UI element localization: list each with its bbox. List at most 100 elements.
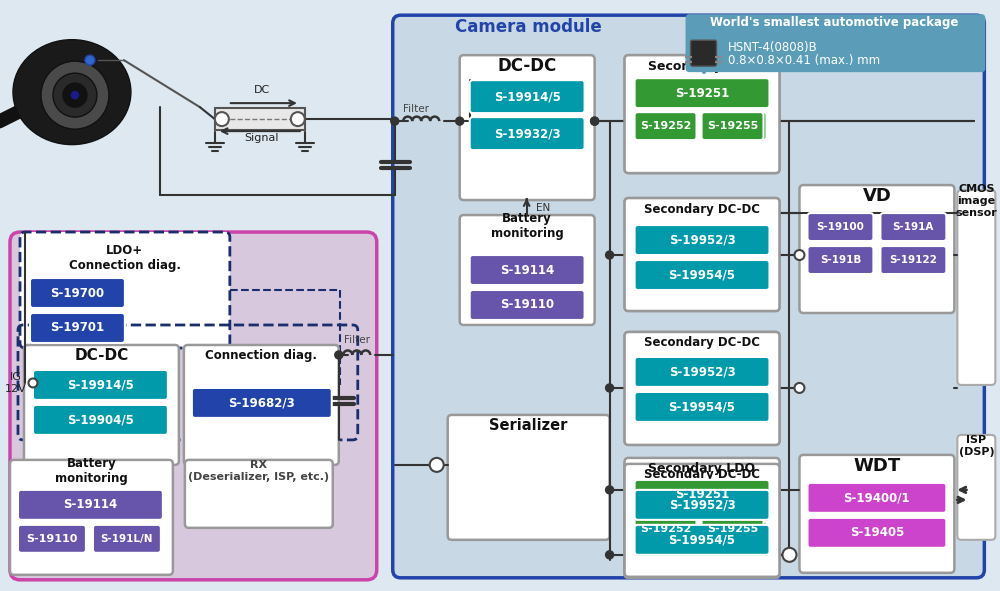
Text: WDT: WDT [853,457,901,475]
Text: S-19400/1: S-19400/1 [844,491,910,504]
FancyBboxPatch shape [470,290,585,320]
Circle shape [53,73,97,117]
Text: Connection diag.: Connection diag. [205,349,317,362]
Text: DC-DC: DC-DC [74,349,129,363]
Text: S-19114: S-19114 [63,498,118,511]
FancyBboxPatch shape [807,213,873,241]
FancyBboxPatch shape [635,260,769,290]
FancyBboxPatch shape [192,388,332,418]
FancyBboxPatch shape [625,332,779,445]
Text: S-19954/5: S-19954/5 [669,268,736,281]
FancyBboxPatch shape [799,455,954,573]
FancyBboxPatch shape [625,460,779,578]
Text: S-19952/3: S-19952/3 [669,233,735,246]
FancyBboxPatch shape [635,112,698,140]
FancyBboxPatch shape [635,492,769,522]
Ellipse shape [13,40,131,145]
Circle shape [794,250,804,260]
Text: S-19954/5: S-19954/5 [669,402,736,415]
Circle shape [794,383,804,393]
Text: S-191A: S-191A [893,222,934,232]
Text: S-19952/3: S-19952/3 [669,368,735,381]
FancyBboxPatch shape [635,78,769,108]
FancyBboxPatch shape [635,527,769,557]
Text: Signal: Signal [245,133,279,143]
Text: S-19682/3: S-19682/3 [228,397,295,410]
Text: S-19251: S-19251 [675,87,729,100]
Text: S-19110: S-19110 [26,534,78,544]
Text: Secondary DC-DC: Secondary DC-DC [644,203,760,216]
FancyBboxPatch shape [625,198,779,311]
Text: S-19252: S-19252 [640,121,691,131]
FancyBboxPatch shape [686,14,985,72]
FancyBboxPatch shape [10,232,377,580]
Text: S-19954/5: S-19954/5 [669,268,736,281]
FancyBboxPatch shape [635,225,769,255]
Text: S-19255: S-19255 [707,524,758,534]
FancyBboxPatch shape [30,278,125,308]
FancyBboxPatch shape [30,313,125,343]
FancyBboxPatch shape [799,185,954,313]
FancyBboxPatch shape [625,332,779,445]
FancyBboxPatch shape [635,483,769,513]
Text: EN: EN [536,203,550,213]
FancyBboxPatch shape [702,112,763,140]
FancyBboxPatch shape [635,394,769,424]
Text: Serializer: Serializer [489,418,568,433]
FancyBboxPatch shape [704,112,766,140]
Text: S-19932/3: S-19932/3 [494,127,560,140]
Text: S-19255: S-19255 [709,121,761,131]
Text: S-19122: S-19122 [889,255,937,265]
FancyBboxPatch shape [184,345,339,465]
Text: S-19251: S-19251 [675,488,729,501]
FancyBboxPatch shape [24,345,179,465]
Text: S-191L/N: S-191L/N [101,534,153,544]
Text: S-19904/5: S-19904/5 [67,414,134,427]
FancyBboxPatch shape [393,15,984,578]
Text: VD: VD [862,187,891,205]
Circle shape [606,486,614,494]
Text: Camera ECU /
Navigation unit /
Display audio unit: Camera ECU / Navigation unit / Display a… [22,236,158,280]
FancyBboxPatch shape [957,190,995,385]
FancyBboxPatch shape [18,525,86,553]
Text: Secondary LDO: Secondary LDO [648,465,756,478]
Text: S-191B: S-191B [820,255,861,265]
Circle shape [63,83,87,107]
Text: S-19255: S-19255 [707,121,758,131]
FancyBboxPatch shape [807,518,946,548]
Text: Secondary LDO: Secondary LDO [648,60,756,73]
Text: RX
(Deserializer, ISP, etc.): RX (Deserializer, ISP, etc.) [188,460,329,482]
FancyBboxPatch shape [625,198,779,311]
Text: DC: DC [254,85,270,95]
FancyBboxPatch shape [635,112,697,140]
Text: HSNT-4(0808)B: HSNT-4(0808)B [728,41,817,54]
Circle shape [591,117,599,125]
FancyBboxPatch shape [625,55,779,173]
Circle shape [28,378,37,388]
FancyBboxPatch shape [807,483,946,513]
Text: S-19100: S-19100 [817,222,864,232]
FancyBboxPatch shape [625,458,779,571]
Text: S-19952/3: S-19952/3 [669,365,735,378]
Text: S-19914/5: S-19914/5 [67,378,134,391]
FancyBboxPatch shape [625,55,779,173]
FancyBboxPatch shape [880,246,946,274]
FancyBboxPatch shape [704,518,766,546]
Text: Secondary DC-DC: Secondary DC-DC [644,203,760,216]
FancyBboxPatch shape [635,515,697,543]
Text: 0.8×0.8×0.41 (max.) mm: 0.8×0.8×0.41 (max.) mm [728,54,880,67]
FancyBboxPatch shape [448,415,610,540]
Text: S-19954/5: S-19954/5 [669,401,736,414]
Text: S-19914/5: S-19914/5 [494,90,561,103]
Text: S-19952/3: S-19952/3 [669,498,735,511]
Text: Secondary DC-DC: Secondary DC-DC [644,336,760,349]
FancyBboxPatch shape [625,465,779,578]
FancyBboxPatch shape [33,370,168,400]
Circle shape [41,61,109,129]
Circle shape [456,117,464,125]
Circle shape [215,112,229,126]
Circle shape [606,551,614,559]
FancyBboxPatch shape [635,518,698,546]
Text: LDO+
Connection diag.: LDO+ Connection diag. [69,244,181,272]
FancyBboxPatch shape [691,40,717,66]
